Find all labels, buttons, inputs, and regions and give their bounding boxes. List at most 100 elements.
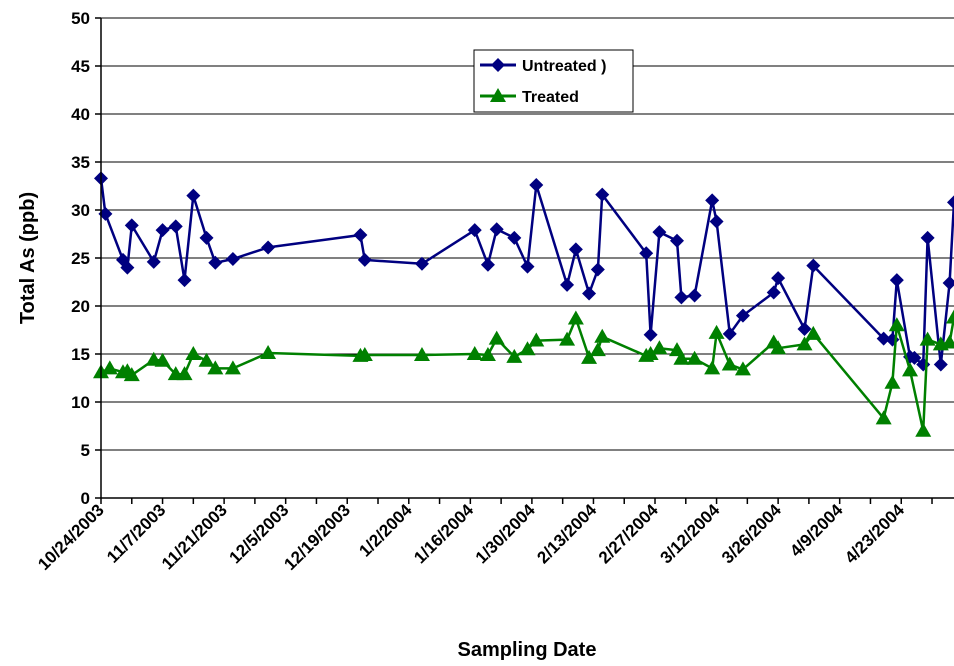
series-0-point-23 bbox=[560, 277, 575, 292]
series-1-point-39 bbox=[770, 340, 787, 355]
y-tick-label-5: 5 bbox=[81, 441, 90, 460]
series-0-point-1 bbox=[98, 206, 113, 221]
series-0-point-9 bbox=[186, 188, 201, 203]
series-0-point-3 bbox=[120, 260, 135, 275]
series-0-point-32 bbox=[674, 290, 689, 305]
series-1-point-34 bbox=[704, 360, 721, 375]
y-tick-label-10: 10 bbox=[71, 393, 90, 412]
series-0-point-34 bbox=[705, 193, 720, 208]
series-0-point-44 bbox=[889, 273, 904, 288]
series-0-point-19 bbox=[489, 222, 504, 237]
series-0-point-28 bbox=[639, 246, 654, 261]
series-1-point-32 bbox=[673, 350, 690, 365]
x-axis-title: Sampling Date bbox=[458, 639, 597, 661]
series-1-point-42 bbox=[875, 410, 892, 425]
series-1-point-41 bbox=[805, 325, 822, 340]
series-0-point-16 bbox=[414, 256, 429, 271]
series-0-point-49 bbox=[933, 357, 948, 372]
series-0-point-4 bbox=[124, 218, 139, 233]
series-1 bbox=[93, 309, 954, 437]
series-1-point-20 bbox=[506, 348, 523, 363]
series-0-point-42 bbox=[876, 331, 891, 346]
series-0-point-51 bbox=[947, 195, 954, 210]
y-tick-label-35: 35 bbox=[71, 153, 90, 172]
series-1-point-10 bbox=[198, 352, 215, 367]
series-1-point-49 bbox=[941, 334, 954, 349]
series-0-point-24 bbox=[568, 242, 583, 257]
series-0-point-35 bbox=[709, 214, 724, 229]
series-0-point-50 bbox=[942, 275, 954, 290]
series-1-point-13 bbox=[260, 345, 277, 360]
y-tick-label-40: 40 bbox=[71, 105, 90, 124]
x-tick-label-1: 11/7/2003 bbox=[103, 500, 169, 566]
x-axis-ticks: 10/24/200311/7/200311/21/200312/5/200312… bbox=[34, 498, 933, 574]
legend-marker-untreated bbox=[491, 58, 505, 72]
series-0-point-17 bbox=[467, 223, 482, 238]
series-1-point-4 bbox=[123, 367, 140, 382]
series-0-point-48 bbox=[920, 230, 935, 245]
series-1-point-12 bbox=[224, 360, 241, 375]
y-tick-label-30: 30 bbox=[71, 201, 90, 220]
y-axis-ticks: 0 5 10 15 20 25 30 35 40 45 50 bbox=[71, 9, 101, 508]
series-0-point-10 bbox=[199, 230, 214, 245]
series-0-point-20 bbox=[507, 230, 522, 245]
series-0-point-6 bbox=[155, 223, 170, 238]
series-1-point-9 bbox=[185, 346, 202, 360]
series-0-point-46 bbox=[907, 350, 922, 365]
legend-marker-treated bbox=[490, 88, 506, 102]
series-1-point-22 bbox=[528, 332, 545, 347]
legend: Untreated ) Treated bbox=[473, 49, 634, 113]
series-1-point-6 bbox=[154, 352, 171, 367]
legend-label-treated: Treated bbox=[522, 89, 579, 106]
series-0-point-11 bbox=[208, 255, 223, 270]
series-1-point-44 bbox=[888, 317, 905, 332]
series-1-point-35 bbox=[708, 324, 725, 339]
series-1-point-40 bbox=[796, 336, 813, 351]
series-1-point-1 bbox=[101, 360, 118, 375]
series-0-point-21 bbox=[520, 259, 535, 274]
series-0-point-18 bbox=[480, 257, 495, 272]
y-tick-label-20: 20 bbox=[71, 297, 90, 316]
series-line-0 bbox=[99, 178, 954, 366]
series-1-point-30 bbox=[651, 340, 668, 355]
y-tick-label-15: 15 bbox=[71, 345, 90, 364]
x-tick-label-8: 2/13/2004 bbox=[533, 500, 600, 567]
x-tick-label-10: 3/12/2004 bbox=[656, 500, 723, 567]
series-0-point-36 bbox=[722, 326, 737, 341]
y-tick-label-25: 25 bbox=[71, 249, 90, 268]
x-tick-label-7: 1/30/2004 bbox=[472, 500, 539, 567]
series-1-point-8 bbox=[176, 366, 193, 381]
series-1-point-18 bbox=[479, 346, 496, 361]
y-tick-label-50: 50 bbox=[71, 9, 90, 28]
series-layer bbox=[93, 171, 954, 437]
series-1-point-21 bbox=[519, 341, 536, 356]
series-0-point-26 bbox=[590, 262, 605, 277]
series-0-point-38 bbox=[766, 285, 781, 300]
series-0-point-29 bbox=[643, 327, 658, 342]
series-1-point-36 bbox=[721, 356, 738, 371]
series-0-point-25 bbox=[582, 286, 597, 301]
series-0-point-31 bbox=[669, 233, 684, 248]
series-1-point-19 bbox=[488, 330, 505, 345]
y-axis-title: Total As (ppb) bbox=[17, 192, 39, 324]
series-1-point-17 bbox=[466, 346, 483, 360]
series-1-point-33 bbox=[686, 350, 703, 365]
x-tick-label-6: 1/16/2004 bbox=[410, 500, 477, 567]
series-1-point-45 bbox=[902, 362, 919, 377]
series-0-point-43 bbox=[885, 332, 900, 347]
series-0-point-41 bbox=[806, 258, 821, 273]
series-1-point-47 bbox=[919, 331, 936, 346]
series-0-point-7 bbox=[168, 219, 183, 234]
series-0-point-39 bbox=[771, 271, 786, 286]
series-0-point-2 bbox=[115, 252, 130, 267]
series-1-point-29 bbox=[642, 346, 659, 360]
series-0-point-40 bbox=[797, 322, 812, 337]
series-0-point-27 bbox=[595, 187, 610, 202]
x-tick-label-0: 10/24/2003 bbox=[34, 500, 108, 574]
x-tick-label-13: 4/23/2004 bbox=[841, 500, 908, 567]
series-0-point-22 bbox=[529, 178, 544, 193]
series-0-point-14 bbox=[353, 227, 368, 242]
y-tick-label-0: 0 bbox=[81, 489, 90, 508]
series-0-point-13 bbox=[261, 240, 276, 255]
